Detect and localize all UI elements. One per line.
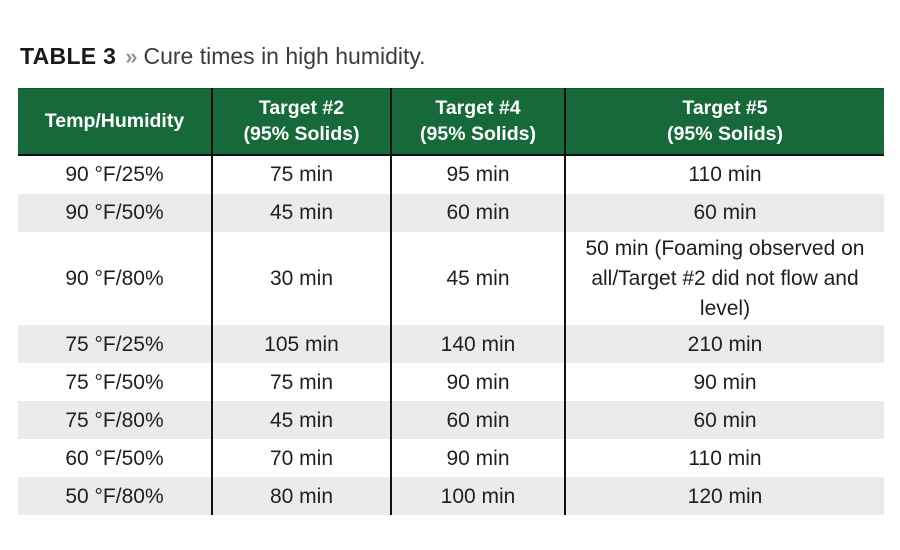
cell-target-2: 30 min <box>211 232 391 326</box>
cell-target-5: 50 min (Foaming observed on all/Target #… <box>564 232 884 326</box>
table-row: 90 °F/50% 45 min 60 min 60 min <box>18 194 884 232</box>
cure-times-table: Temp/Humidity Target #2 (95% Solids) Tar… <box>18 88 884 516</box>
table-caption-text: Cure times in high humidity. <box>143 43 426 69</box>
table-caption: TABLE 3 » Cure times in high humidity. <box>20 43 426 71</box>
cell-temp-humidity: 50 °F/80% <box>18 477 212 516</box>
table-row: 90 °F/25% 75 min 95 min 110 min <box>18 155 884 194</box>
col-header-target-4: Target #4 (95% Solids) <box>390 88 565 156</box>
cell-target-2: 45 min <box>211 194 391 232</box>
cell-target-4: 140 min <box>390 325 565 364</box>
header-row: Temp/Humidity Target #2 (95% Solids) Tar… <box>18 88 884 156</box>
cell-target-5: 110 min <box>564 439 884 478</box>
cell-temp-humidity: 90 °F/50% <box>18 194 212 232</box>
cell-temp-humidity: 75 °F/80% <box>18 401 212 440</box>
cell-target-2: 45 min <box>211 401 391 440</box>
cell-target-5: 120 min <box>564 477 884 516</box>
cell-target-5: 60 min <box>564 194 884 232</box>
cell-target-4: 60 min <box>390 401 565 440</box>
cell-target-4: 90 min <box>390 363 565 402</box>
cell-target-2: 75 min <box>211 155 391 194</box>
cell-target-2: 75 min <box>211 363 391 402</box>
table-row: 75 °F/50% 75 min 90 min 90 min <box>18 363 884 402</box>
cell-target-4: 95 min <box>390 155 565 194</box>
table-row: 75 °F/80% 45 min 60 min 60 min <box>18 401 884 440</box>
cell-temp-humidity: 75 °F/25% <box>18 325 212 364</box>
double-chevron-icon: » <box>125 44 138 69</box>
cell-target-4: 60 min <box>390 194 565 232</box>
cell-temp-humidity: 90 °F/25% <box>18 155 212 194</box>
col-header-temp-humidity: Temp/Humidity <box>18 88 212 156</box>
col-header-target-5: Target #5 (95% Solids) <box>564 88 884 156</box>
cell-temp-humidity: 75 °F/50% <box>18 363 212 402</box>
cell-target-5: 90 min <box>564 363 884 402</box>
cell-target-4: 100 min <box>390 477 565 516</box>
cell-target-4: 45 min <box>390 232 565 326</box>
table-number-label: TABLE 3 <box>20 43 117 69</box>
cell-target-5: 210 min <box>564 325 884 364</box>
table-row: 75 °F/25% 105 min 140 min 210 min <box>18 325 884 364</box>
cell-temp-humidity: 60 °F/50% <box>18 439 212 478</box>
col-header-target-2: Target #2 (95% Solids) <box>211 88 391 156</box>
table-row: 90 °F/80% 30 min 45 min 50 min (Foaming … <box>18 232 884 326</box>
cell-target-2: 80 min <box>211 477 391 516</box>
cell-target-5: 60 min <box>564 401 884 440</box>
cell-target-5: 110 min <box>564 155 884 194</box>
cell-target-2: 105 min <box>211 325 391 364</box>
cell-temp-humidity: 90 °F/80% <box>18 232 212 326</box>
cell-target-2: 70 min <box>211 439 391 478</box>
table-row: 60 °F/50% 70 min 90 min 110 min <box>18 439 884 478</box>
table-row: 50 °F/80% 80 min 100 min 120 min <box>18 477 884 516</box>
cell-target-4: 90 min <box>390 439 565 478</box>
